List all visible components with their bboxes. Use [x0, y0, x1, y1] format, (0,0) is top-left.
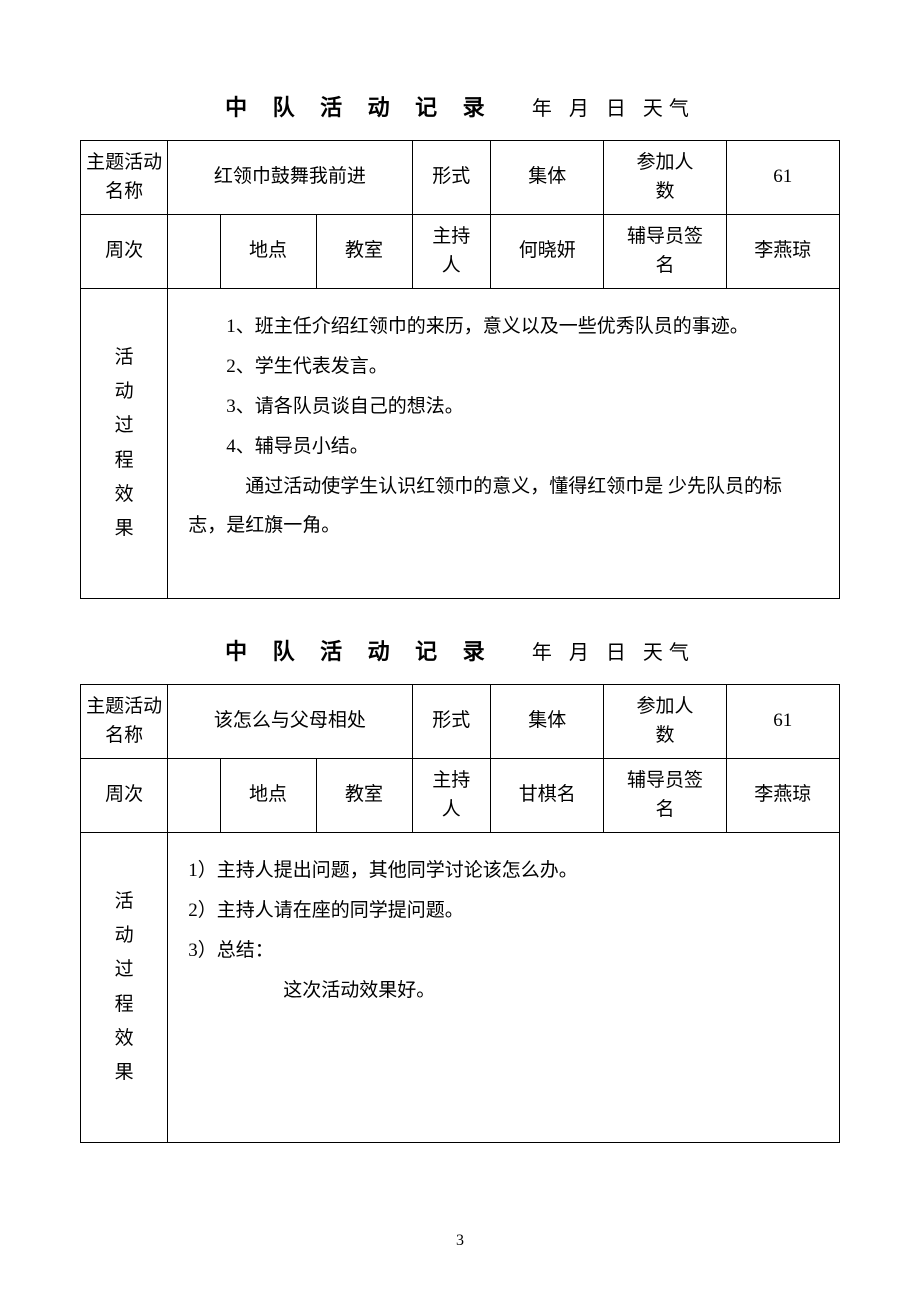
label-form: 形式 — [412, 685, 491, 759]
content-line: 1）主持人提出问题，其他同学讨论该怎么办。 — [188, 851, 819, 891]
label-theme-name: 主题活动名称 — [81, 141, 168, 215]
value-theme: 红领巾鼓舞我前进 — [168, 141, 412, 215]
record-1-date-label: 年 月 日 天气 — [532, 98, 695, 120]
record-2-date-label: 年 月 日 天气 — [532, 642, 695, 664]
value-host: 甘棋名 — [491, 759, 604, 833]
value-form: 集体 — [491, 685, 604, 759]
record-1-title-row: 中 队 活 动 记 录 年 月 日 天气 — [80, 90, 840, 122]
table-row: 主题活动名称 红领巾鼓舞我前进 形式 集体 参加人数 61 — [81, 141, 840, 215]
value-week — [168, 759, 220, 833]
content-line: 2、学生代表发言。 — [188, 347, 819, 387]
value-week — [168, 215, 220, 289]
label-week: 周次 — [81, 759, 168, 833]
record-1: 中 队 活 动 记 录 年 月 日 天气 主题活动名称 红领巾鼓舞我前进 形式 … — [80, 90, 840, 599]
label-process: 活动过程效果 — [81, 289, 168, 599]
content-line: 3、请各队员谈自己的想法。 — [188, 387, 819, 427]
label-advisor: 辅导员签名 — [604, 215, 726, 289]
label-location: 地点 — [220, 759, 316, 833]
record-1-table: 主题活动名称 红领巾鼓舞我前进 形式 集体 参加人数 61 周次 地点 教室 主… — [80, 140, 840, 599]
content-line: 通过活动使学生认识红领巾的意义，懂得红领巾是 少先队员的标志，是红旗一角。 — [188, 467, 819, 547]
table-row: 活动过程效果 1）主持人提出问题，其他同学讨论该怎么办。 2）主持人请在座的同学… — [81, 833, 840, 1143]
value-host: 何晓妍 — [491, 215, 604, 289]
label-form: 形式 — [412, 141, 491, 215]
value-form: 集体 — [491, 141, 604, 215]
record-2-title-row: 中 队 活 动 记 录 年 月 日 天气 — [80, 634, 840, 666]
content-line: 1、班主任介绍红领巾的来历，意义以及一些优秀队员的事迹。 — [188, 307, 819, 347]
record-2-table: 主题活动名称 该怎么与父母相处 形式 集体 参加人数 61 周次 地点 教室 主… — [80, 684, 840, 1143]
label-process: 活动过程效果 — [81, 833, 168, 1143]
value-participants: 61 — [726, 141, 839, 215]
content-line: 4、辅导员小结。 — [188, 427, 819, 467]
table-row: 周次 地点 教室 主持人 何晓妍 辅导员签名 李燕琼 — [81, 215, 840, 289]
table-row: 周次 地点 教室 主持人 甘棋名 辅导员签名 李燕琼 — [81, 759, 840, 833]
label-host: 主持人 — [412, 215, 491, 289]
table-row: 活动过程效果 1、班主任介绍红领巾的来历，意义以及一些优秀队员的事迹。 2、学生… — [81, 289, 840, 599]
label-week: 周次 — [81, 215, 168, 289]
label-host: 主持人 — [412, 759, 491, 833]
page-number: 3 — [0, 1232, 920, 1250]
record-2-title: 中 队 活 动 记 录 — [225, 639, 495, 664]
label-theme-name: 主题活动名称 — [81, 685, 168, 759]
table-row: 主题活动名称 该怎么与父母相处 形式 集体 参加人数 61 — [81, 685, 840, 759]
value-advisor: 李燕琼 — [726, 759, 839, 833]
label-advisor: 辅导员签名 — [604, 759, 726, 833]
value-location: 教室 — [316, 215, 412, 289]
label-location: 地点 — [220, 215, 316, 289]
value-theme: 该怎么与父母相处 — [168, 685, 412, 759]
content-line: 3）总结： — [188, 931, 819, 971]
label-participants: 参加人数 — [604, 685, 726, 759]
value-participants: 61 — [726, 685, 839, 759]
content-line: 这次活动效果好。 — [188, 971, 819, 1011]
value-advisor: 李燕琼 — [726, 215, 839, 289]
label-participants: 参加人数 — [604, 141, 726, 215]
record-1-title: 中 队 活 动 记 录 — [225, 95, 495, 120]
record-2: 中 队 活 动 记 录 年 月 日 天气 主题活动名称 该怎么与父母相处 形式 … — [80, 634, 840, 1143]
content-line: 2）主持人请在座的同学提问题。 — [188, 891, 819, 931]
value-process-content: 1）主持人提出问题，其他同学讨论该怎么办。 2）主持人请在座的同学提问题。 3）… — [168, 833, 840, 1143]
value-process-content: 1、班主任介绍红领巾的来历，意义以及一些优秀队员的事迹。 2、学生代表发言。 3… — [168, 289, 840, 599]
value-location: 教室 — [316, 759, 412, 833]
